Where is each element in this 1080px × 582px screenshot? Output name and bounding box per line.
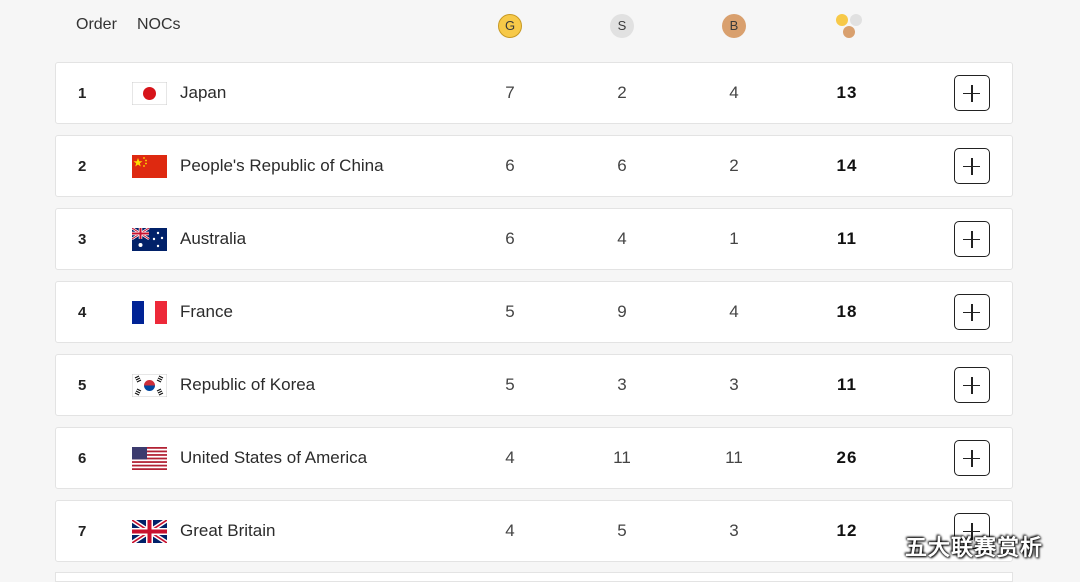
noc-name: United States of America <box>180 448 368 467</box>
silver-count: 5 <box>617 521 627 540</box>
table-row: 5 Republic of Korea 5 3 3 11 <box>55 354 1013 416</box>
gold-medal-icon: G <box>498 14 522 38</box>
rank: 1 <box>78 85 87 102</box>
korea-flag-icon <box>132 374 167 397</box>
bronze-count: 4 <box>729 83 739 102</box>
total-count: 14 <box>836 156 858 175</box>
total-medals-icon <box>834 12 864 42</box>
bronze-count: 3 <box>729 521 739 540</box>
noc-name: Republic of Korea <box>180 375 316 394</box>
noc-name: People's Republic of China <box>180 156 384 175</box>
total-count: 12 <box>836 521 858 540</box>
gold-count: 5 <box>505 375 515 394</box>
noc-name: Australia <box>180 229 247 248</box>
expand-button[interactable] <box>954 148 990 184</box>
silver-count: 2 <box>617 83 627 102</box>
rank: 5 <box>78 377 87 394</box>
rank: 6 <box>78 450 87 467</box>
bronze-count: 4 <box>729 302 739 321</box>
table-row: 1 Japan 7 2 4 13 <box>55 62 1013 124</box>
bronze-count: 2 <box>729 156 739 175</box>
expand-button[interactable] <box>954 440 990 476</box>
table-row: 3 Australia 6 4 1 11 <box>55 208 1013 270</box>
watermark: 五大联赛赏析 <box>905 535 1044 560</box>
total-count: 11 <box>837 229 857 248</box>
noc-name: Great Britain <box>180 521 276 540</box>
silver-count: 6 <box>617 156 627 175</box>
total-count: 11 <box>837 375 857 394</box>
great-britain-flag-icon <box>132 520 167 543</box>
expand-button[interactable] <box>954 513 990 549</box>
rank: 2 <box>78 158 87 175</box>
total-count: 26 <box>836 448 858 467</box>
silver-count: 11 <box>613 448 631 467</box>
order-column-header: Order <box>76 16 117 33</box>
table-header: Order NOCs G S B <box>0 0 1080 54</box>
table-row: 6 United States of America 4 11 11 26 <box>55 427 1013 489</box>
silver-count: 3 <box>617 375 627 394</box>
silver-count: 9 <box>617 302 627 321</box>
gold-count: 6 <box>505 229 515 248</box>
expand-button[interactable] <box>954 75 990 111</box>
table-row: 4 France 5 9 4 18 <box>55 281 1013 343</box>
expand-button[interactable] <box>954 294 990 330</box>
rank: 3 <box>78 231 87 248</box>
france-flag-icon <box>132 301 167 324</box>
gold-count: 4 <box>505 521 515 540</box>
expand-button[interactable] <box>954 367 990 403</box>
china-flag-icon <box>132 155 167 178</box>
noc-name: Japan <box>180 83 227 102</box>
gold-count: 4 <box>505 448 515 467</box>
table-row: 2 People's Republic of China 6 6 2 14 <box>55 135 1013 197</box>
table-row-partial <box>55 572 1013 582</box>
silver-count: 4 <box>617 229 627 248</box>
expand-button[interactable] <box>954 221 990 257</box>
bronze-count: 11 <box>725 448 743 467</box>
gold-count: 7 <box>505 83 515 102</box>
bronze-count: 3 <box>729 375 739 394</box>
japan-flag-icon <box>132 82 167 105</box>
noc-name: France <box>180 302 233 321</box>
total-count: 13 <box>836 83 858 102</box>
table-row: 7 Great Britain 4 5 3 12 <box>55 500 1013 562</box>
noc-column-header: NOCs <box>137 16 181 33</box>
bronze-count: 1 <box>729 229 739 248</box>
total-count: 18 <box>836 302 858 321</box>
gold-count: 5 <box>505 302 515 321</box>
rank: 7 <box>78 523 87 540</box>
usa-flag-icon <box>132 447 167 470</box>
silver-medal-icon: S <box>610 14 634 38</box>
gold-count: 6 <box>505 156 515 175</box>
rank: 4 <box>78 304 87 321</box>
bronze-medal-icon: B <box>722 14 746 38</box>
australia-flag-icon <box>132 228 167 251</box>
